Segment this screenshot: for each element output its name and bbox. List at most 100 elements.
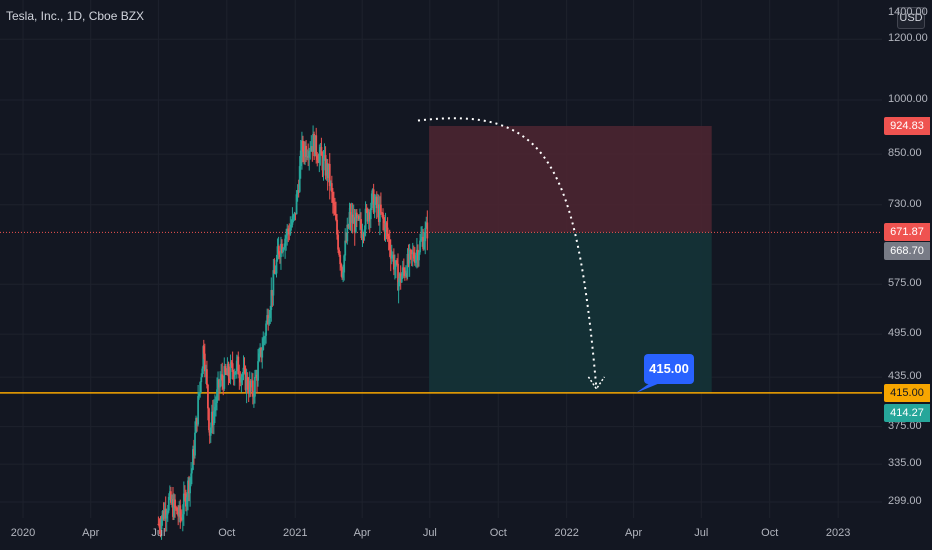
candle <box>175 505 178 511</box>
y-tick-label: 730.00 <box>888 197 922 210</box>
candle <box>229 354 232 385</box>
y-tick-label: 575.00 <box>888 277 922 290</box>
candle <box>421 226 424 247</box>
candle <box>407 244 410 268</box>
candle <box>320 137 323 156</box>
x-tick-label: Oct <box>218 527 236 539</box>
candle <box>378 196 381 236</box>
candle <box>334 197 336 216</box>
candle <box>302 135 304 163</box>
candle <box>232 369 235 386</box>
candle <box>188 475 190 502</box>
candle <box>277 244 280 259</box>
candle <box>176 506 179 515</box>
candle <box>344 228 347 261</box>
candle <box>397 278 400 304</box>
candle <box>363 225 366 241</box>
y-tick-label: 375.00 <box>888 419 922 432</box>
candle <box>426 210 429 251</box>
candle <box>289 216 292 236</box>
candle <box>327 163 330 183</box>
candle <box>411 242 414 267</box>
candle <box>263 336 265 346</box>
candle <box>389 239 392 272</box>
candle <box>177 505 180 526</box>
y-tick-label: 299.00 <box>888 495 922 508</box>
candle <box>245 369 248 404</box>
candle <box>382 208 384 231</box>
candle <box>164 496 167 532</box>
candle <box>367 208 370 230</box>
candle <box>168 485 171 501</box>
candle <box>372 183 375 215</box>
candle <box>331 187 334 214</box>
candle <box>197 384 200 427</box>
candle <box>370 190 373 211</box>
candle <box>288 223 291 241</box>
candle <box>356 214 359 221</box>
candle <box>312 125 314 152</box>
candle <box>406 248 409 280</box>
candle <box>203 343 206 378</box>
candle <box>225 368 228 376</box>
candle <box>254 369 256 404</box>
candle <box>330 175 333 203</box>
candle <box>279 251 281 264</box>
candle <box>268 310 271 326</box>
candle <box>257 349 259 387</box>
projection-arrow[interactable] <box>417 117 598 389</box>
candle <box>290 219 293 231</box>
candle <box>207 383 209 421</box>
stop-loss-zone[interactable] <box>429 125 712 233</box>
candle <box>187 477 189 511</box>
x-tick-label: Oct <box>489 527 507 539</box>
candle <box>217 371 219 401</box>
candle <box>262 331 265 351</box>
candle <box>304 141 306 166</box>
candle <box>189 477 191 507</box>
candle <box>200 373 203 393</box>
x-tick-label: 2023 <box>825 527 851 539</box>
candle <box>335 201 337 222</box>
candlestick-series <box>157 125 429 540</box>
candle <box>333 191 335 216</box>
target-price-tag: 415.00 <box>884 383 930 402</box>
candle <box>249 379 252 397</box>
candle <box>242 355 245 381</box>
candle <box>385 221 388 240</box>
candle <box>387 233 390 251</box>
candle <box>163 502 166 521</box>
candle <box>373 194 376 219</box>
candle <box>328 153 331 200</box>
candle <box>319 143 322 166</box>
candle <box>159 516 162 538</box>
x-tick-label: 2022 <box>554 527 579 539</box>
x-tick-label: Jul <box>694 527 709 539</box>
candle <box>371 188 374 205</box>
candle <box>219 371 222 393</box>
target-callout[interactable]: 415.00 <box>644 354 694 384</box>
candle <box>192 445 194 471</box>
candle <box>274 265 277 275</box>
candle <box>341 266 343 280</box>
stop-price-tag: 924.83 <box>884 116 930 135</box>
candle <box>364 201 367 237</box>
candle <box>250 372 253 392</box>
candle <box>160 515 163 540</box>
candle <box>383 217 386 241</box>
entry-price-tag: 671.87 <box>884 223 930 242</box>
symbol-title: Tesla, Inc., 1D, Cboe BZX <box>6 9 145 23</box>
candle <box>222 375 225 396</box>
x-tick-label: Jul <box>422 527 437 539</box>
candle <box>283 243 285 251</box>
candle <box>313 131 316 161</box>
candle <box>350 202 353 233</box>
currency-button[interactable]: USD <box>897 7 925 29</box>
candle <box>162 502 165 521</box>
candle <box>183 485 186 502</box>
candle <box>399 265 402 290</box>
candle <box>425 216 428 229</box>
candle <box>158 518 161 535</box>
candle <box>210 404 213 434</box>
